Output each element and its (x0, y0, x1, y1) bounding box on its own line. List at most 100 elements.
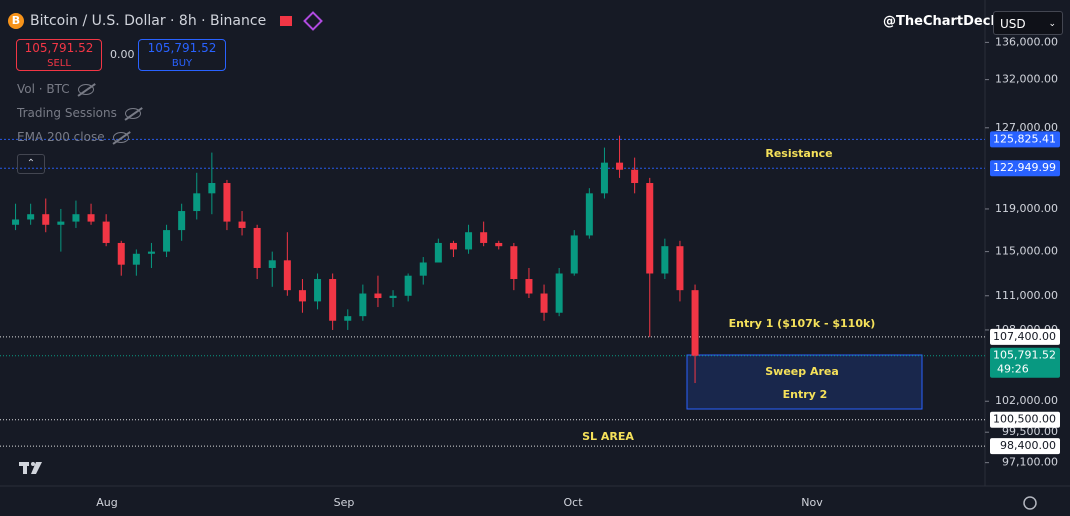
candle-body (87, 214, 95, 222)
candle-body (223, 183, 231, 222)
indicator-name: Vol · BTC (17, 82, 70, 96)
level-label: 125,825.41 (993, 132, 1056, 145)
symbol-header: B Bitcoin / U.S. Dollar · 8h · Binance (8, 11, 324, 31)
level-label: 100,500.00 (993, 413, 1056, 426)
candle-body (661, 246, 669, 274)
btc-icon: B (8, 13, 24, 29)
y-tick-label: 99,500.00 (1002, 425, 1058, 438)
level-label: 107,400.00 (993, 330, 1056, 343)
sell-button[interactable]: 105,791.52 SELL (16, 39, 102, 71)
candle-body (253, 227, 261, 268)
indicator-name: Trading Sessions (17, 106, 117, 120)
candle-body (359, 293, 367, 317)
candle-body (691, 290, 699, 356)
last-price-box (990, 347, 1060, 378)
buy-label: BUY (171, 58, 193, 69)
indicator-name: EMA 200 close (17, 130, 105, 144)
y-tick-label: 111,000.00 (995, 289, 1058, 302)
level-label-box (990, 328, 1060, 345)
candle-body (208, 183, 216, 194)
candle-body (495, 242, 503, 247)
candle-body (510, 246, 518, 280)
candle-body (42, 214, 50, 225)
level-label: 122,949.99 (993, 161, 1056, 174)
annotation: Entry 2 (783, 388, 828, 401)
annotation: Resistance (765, 147, 832, 160)
annotation: Entry 1 ($107k - $110k) (729, 317, 876, 330)
candle-body (12, 219, 20, 225)
last-price-label: 105,791.52 (993, 349, 1056, 362)
candle-body (465, 232, 473, 250)
buy-button[interactable]: 105,791.52 BUY (138, 39, 226, 71)
x-tick-label: Aug (96, 496, 117, 509)
y-tick-label: 115,000.00 (995, 245, 1058, 258)
indicator-row: Vol · BTC (17, 82, 94, 96)
candle-body (283, 260, 291, 291)
candle-body (147, 251, 155, 254)
x-tick-label: Oct (563, 496, 583, 509)
candle-body (193, 193, 201, 212)
y-tick-label: 132,000.00 (995, 73, 1058, 86)
candle-body (344, 316, 352, 321)
annotation: SL AREA (582, 430, 634, 443)
annotation: Sweep Area (765, 365, 839, 378)
candle-body (525, 279, 533, 294)
candle-body (374, 293, 382, 299)
candle-body (329, 279, 337, 321)
hide-icon[interactable] (112, 131, 129, 143)
tv-logo (19, 462, 42, 474)
candle-body (27, 214, 35, 220)
candle-body (268, 260, 276, 268)
candle-body (449, 242, 457, 250)
x-tick-label: Sep (334, 496, 355, 509)
candle-body (314, 279, 322, 302)
candle-body (57, 221, 65, 225)
candle-body (646, 183, 654, 274)
candle-body (480, 232, 488, 243)
y-tick-label: 136,000.00 (995, 35, 1058, 48)
candle-body (540, 293, 548, 313)
y-tick-label: 102,000.00 (995, 394, 1058, 407)
level-label-box (990, 160, 1060, 177)
candle-body (631, 169, 639, 184)
candle-body (434, 242, 442, 263)
candle-body (600, 162, 608, 194)
candle-body (178, 211, 186, 231)
candle-body (238, 221, 246, 228)
watermark: @TheChartDeck (883, 14, 1000, 29)
candle-body (585, 193, 593, 236)
symbol-title: Bitcoin / U.S. Dollar · 8h · Binance (30, 13, 267, 29)
sell-label: SELL (47, 58, 71, 69)
settings-icon[interactable] (1023, 496, 1037, 510)
candle-body (298, 290, 306, 302)
level-label-box (990, 131, 1060, 148)
hide-icon[interactable] (77, 83, 94, 95)
level-label-box (990, 438, 1060, 455)
y-tick-label: 119,000.00 (995, 202, 1058, 215)
candle-body (163, 230, 171, 252)
hide-icon[interactable] (124, 107, 141, 119)
countdown: 49:26 (997, 363, 1029, 376)
candle-body (419, 262, 427, 276)
currency-select[interactable]: USD ⌄ (993, 11, 1063, 35)
candle-body (555, 273, 563, 313)
level-label-box (990, 411, 1060, 428)
collapse-button[interactable]: ⌃ (17, 154, 45, 174)
candle-body (72, 214, 80, 222)
sell-price: 105,791.52 (24, 41, 94, 55)
candle-body (389, 295, 397, 299)
candle-body (132, 253, 140, 265)
y-tick-label: 97,100.00 (1002, 456, 1058, 469)
candle-body (404, 275, 412, 296)
y-tick-label: 127,000.00 (995, 121, 1058, 134)
indicator-row: Trading Sessions (17, 106, 141, 120)
candle-body (102, 221, 110, 243)
x-tick-label: Nov (801, 496, 823, 509)
level-label: 98,400.00 (1000, 439, 1056, 452)
indicator-row: EMA 200 close (17, 130, 129, 144)
currency-label: USD (1000, 17, 1026, 31)
candle-body (117, 242, 125, 265)
candle-body (570, 235, 578, 274)
